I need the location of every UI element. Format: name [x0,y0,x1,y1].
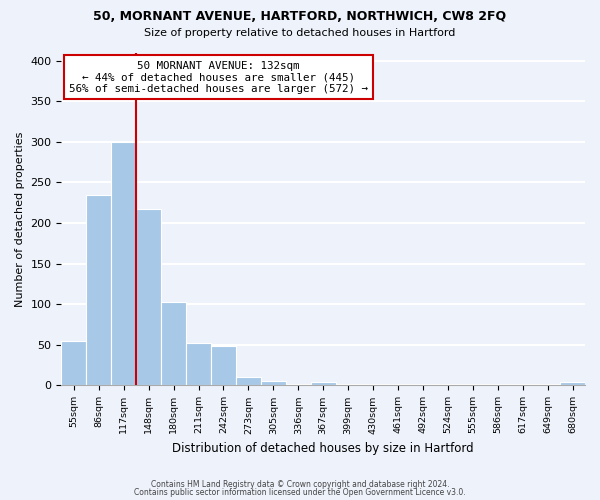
Bar [86,194,111,386]
X-axis label: Distribution of detached houses by size in Hartford: Distribution of detached houses by size … [172,442,474,455]
Text: 50 MORNANT AVENUE: 132sqm
← 44% of detached houses are smaller (445)
56% of semi: 50 MORNANT AVENUE: 132sqm ← 44% of detac… [69,61,368,94]
Y-axis label: Number of detached properties: Number of detached properties [15,132,25,306]
Bar [136,209,161,386]
Bar [111,142,136,386]
Bar [261,380,286,386]
Bar [560,382,585,386]
Bar [161,302,186,386]
Bar [61,341,86,386]
Text: Contains public sector information licensed under the Open Government Licence v3: Contains public sector information licen… [134,488,466,497]
Text: 50, MORNANT AVENUE, HARTFORD, NORTHWICH, CW8 2FQ: 50, MORNANT AVENUE, HARTFORD, NORTHWICH,… [94,10,506,23]
Text: Contains HM Land Registry data © Crown copyright and database right 2024.: Contains HM Land Registry data © Crown c… [151,480,449,489]
Bar [236,378,261,386]
Bar [211,346,236,386]
Bar [186,343,211,386]
Text: Size of property relative to detached houses in Hartford: Size of property relative to detached ho… [145,28,455,38]
Bar [311,382,335,386]
